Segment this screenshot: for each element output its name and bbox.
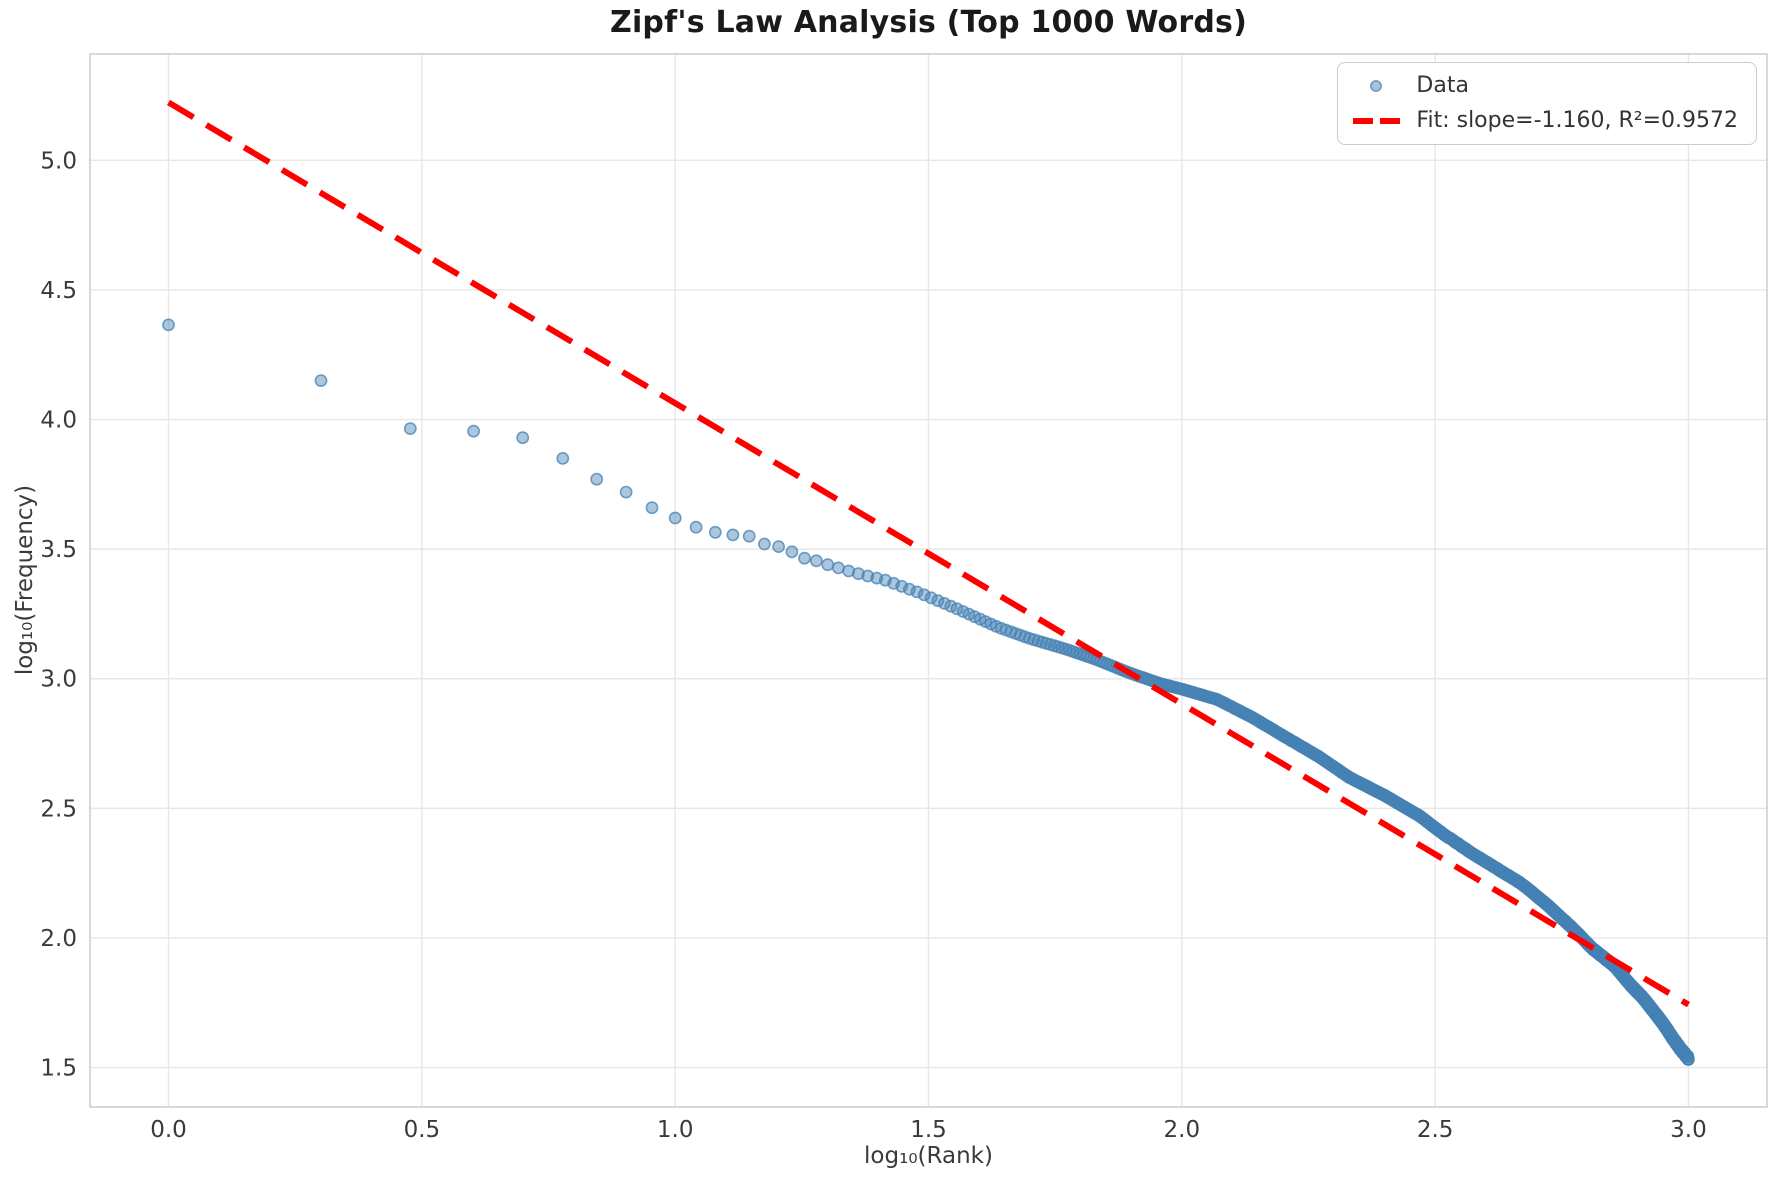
data-point (590, 472, 604, 486)
data-point (852, 567, 865, 581)
legend-item-fit: Fit: slope=-1.160, R²=0.9572 (1350, 107, 1738, 135)
y-tick-label: 2.0 (40, 926, 77, 952)
data-point (689, 520, 703, 534)
data-point (742, 529, 756, 543)
data-point (931, 594, 945, 608)
y-tick-label: 4.0 (40, 408, 77, 434)
x-axis-label: log₁₀(Rank) (864, 1143, 993, 1169)
scatter-marker-icon (1350, 80, 1402, 92)
y-axis-label: log₁₀(Frequency) (12, 484, 38, 676)
x-tick-label: 1.0 (657, 1117, 694, 1143)
data-point (810, 554, 823, 568)
fit-dash-icon (1350, 118, 1402, 124)
data-point (924, 591, 938, 605)
y-tick-label: 1.5 (40, 1056, 77, 1082)
data-point (668, 511, 682, 525)
x-tick-label: 0.5 (404, 1117, 441, 1143)
data-point (950, 602, 964, 616)
y-tick-label: 3.5 (40, 537, 77, 563)
x-tick-label: 3.0 (1670, 1117, 1707, 1143)
x-tick-label: 0.0 (150, 1117, 187, 1143)
data-point (708, 525, 722, 539)
data-point (645, 501, 659, 515)
legend: Data Fit: slope=-1.160, R²=0.9572 (1337, 62, 1757, 145)
scatter-series (162, 318, 1695, 1066)
data-point (516, 431, 530, 445)
data-point (1682, 1053, 1695, 1066)
y-tick-label: 3.0 (40, 667, 77, 693)
data-point (910, 585, 924, 599)
axes-frame (89, 53, 1768, 1108)
x-tick-label: 2.0 (1164, 1117, 1201, 1143)
data-point (403, 422, 417, 435)
data-point (785, 545, 799, 559)
data-point (821, 558, 835, 572)
y-tick-label: 4.5 (40, 278, 77, 304)
data-point (917, 588, 931, 602)
data-point (772, 540, 785, 553)
legend-data-label: Data (1416, 73, 1469, 98)
y-tick-label: 2.5 (40, 796, 77, 822)
fit-line (166, 99, 1691, 1008)
data-point (938, 597, 951, 610)
legend-item-data: Data (1350, 72, 1738, 100)
x-tick-label: 2.5 (1417, 1117, 1454, 1143)
data-point (467, 424, 480, 438)
y-tick-label: 5.0 (40, 148, 77, 174)
data-point (726, 528, 740, 542)
data-point (162, 318, 175, 332)
data-point (832, 561, 845, 575)
x-tick-label: 1.5 (910, 1117, 947, 1143)
data-point (798, 551, 811, 565)
data-point (556, 451, 570, 465)
data-point (903, 582, 916, 596)
data-point (758, 537, 771, 551)
chart-title: Zipf's Law Analysis (Top 1000 Words) (610, 5, 1247, 40)
data-point (619, 485, 633, 499)
data-point (314, 374, 328, 387)
legend-fit-label: Fit: slope=-1.160, R²=0.9572 (1416, 108, 1738, 133)
